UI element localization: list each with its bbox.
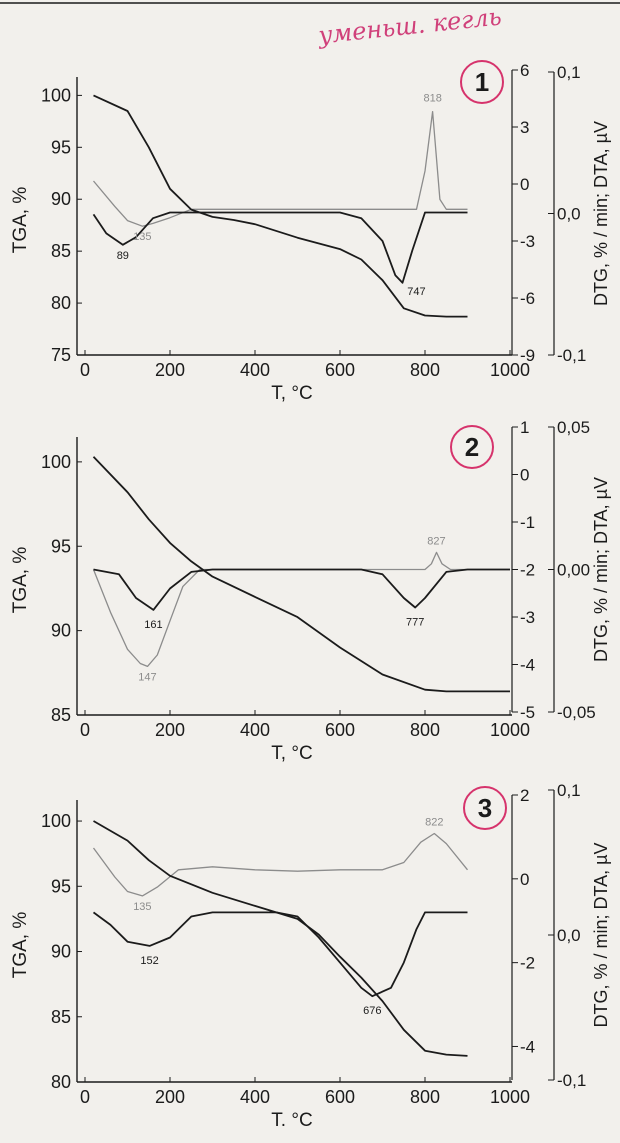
panel-1-peak-label: 818: [423, 93, 441, 105]
panel-2-dtg-tick-label: -1: [520, 513, 535, 532]
panel-3-dtg-tick-label: -4: [520, 1037, 535, 1056]
panel-2-dtg-tick-label: -5: [520, 703, 535, 722]
panel-2-dta-tick-label: 0,05: [557, 418, 590, 437]
panel-3-panel-number: 3: [478, 793, 492, 823]
panel-2-dta-tick-label: 0,00: [557, 561, 590, 580]
panel-2-x-tick-label: 600: [325, 720, 355, 740]
panel-2-tga-tick-label: 85: [51, 705, 71, 725]
panel-2-dta-tick-label: -0,05: [557, 703, 596, 722]
panel-2-peak-label: 777: [406, 617, 424, 629]
panel-3-x-tick-label: 0: [80, 1087, 90, 1107]
panel-3-x-tick-label: 600: [325, 1087, 355, 1107]
panel-2-peak-label: 147: [138, 671, 156, 683]
panel-3-x-tick-label: 1000: [490, 1087, 530, 1107]
panel-2-panel-number: 2: [465, 432, 479, 462]
panel-3-tga-tick-label: 100: [41, 811, 71, 831]
panel-1-dta-tick-label: 0,0: [557, 205, 581, 224]
panel-1-peak-label: 135: [133, 231, 151, 243]
panel-1-dtg-tick-label: -6: [520, 289, 535, 308]
panel-1-dtg-tick-label: -9: [520, 346, 535, 365]
panel-2-x-tick-label: 400: [240, 720, 270, 740]
panel-1-x-tick-label: 800: [410, 360, 440, 380]
panel-2-panel-number-circle: [450, 425, 494, 469]
panel-3-panel-number-circle: [463, 786, 507, 830]
panel-3-dtg-tick-label: 2: [520, 786, 529, 805]
panel-2-tga-series-line: [92, 456, 510, 693]
panel-3-right-axis-label: DTG, % / min; DTA, µV: [591, 842, 611, 1027]
panel-2-dtg-tick-label: 0: [520, 466, 529, 485]
panel-1-tga-tick-label: 85: [51, 241, 71, 261]
panel-2-dtg-tick-label: 1: [520, 418, 529, 437]
panel-2-right-axis-label: DTG, % / min; DTA, µV: [591, 477, 611, 662]
panel-3-tga-series-line: [93, 820, 468, 1057]
panel-3-x-tick-label: 400: [240, 1087, 270, 1107]
panel-1-tga-series-line: [93, 94, 468, 318]
panel-2-tga-tick-label: 95: [51, 536, 71, 556]
panel-3-peak-label: 676: [363, 1005, 381, 1017]
panel-3-tga-tick-label: 80: [51, 1072, 71, 1092]
panel-3-dta-series-line: [92, 832, 469, 897]
panel-1-tga-tick-label: 90: [51, 189, 71, 209]
panel-1-tga-tick-label: 75: [51, 345, 71, 365]
panel-1-dtg-tick-label: 3: [520, 118, 529, 137]
panel-1-dta-tick-label: -0,1: [557, 346, 586, 365]
panel-1-right-axis-label: DTG, % / min; DTA, µV: [591, 121, 611, 306]
panel-2-x-tick-label: 800: [410, 720, 440, 740]
panel-1-peak-label: 89: [117, 250, 129, 262]
panel-1-dta-tick-label: 0,1: [557, 63, 581, 82]
panel-2-dtg-series-line: [93, 568, 510, 611]
panel-2-tga-tick-label: 90: [51, 621, 71, 641]
panel-2-x-axis-label: T, °C: [271, 743, 312, 764]
panel-2-dtg-tick-label: -3: [520, 608, 535, 627]
panel-1-x-tick-label: 400: [240, 360, 270, 380]
panel-1-tga-tick-label: 100: [41, 85, 71, 105]
panel-1-dtg-tick-label: -3: [520, 232, 535, 251]
panel-1-tga-tick-label: 80: [51, 293, 71, 313]
panel-3-tga-tick-label: 95: [51, 876, 71, 896]
panel-3-peak-label: 135: [133, 901, 151, 913]
panel-2-peak-label: 827: [427, 535, 445, 547]
panel-3-dta-tick-label: 0,1: [557, 781, 581, 800]
panel-1-panel-number: 1: [475, 67, 489, 97]
panel-3-tga-tick-label: 90: [51, 942, 71, 962]
panel-1-peak-label: 747: [407, 286, 425, 298]
panel-1-x-axis-label: T, °C: [271, 383, 312, 404]
panel-1-x-tick-label: 200: [155, 360, 185, 380]
panel-3-dta-tick-label: -0,1: [557, 1071, 586, 1090]
panel-2-dtg-tick-label: -2: [520, 561, 535, 580]
panel-3-x-tick-label: 200: [155, 1087, 185, 1107]
panel-1-x-tick-label: 600: [325, 360, 355, 380]
panel-3-peak-label: 822: [425, 817, 443, 829]
panel-2-tga-tick-label: 100: [41, 452, 71, 472]
panel-3-x-tick-label: 800: [410, 1087, 440, 1107]
panel-3-dtg-tick-label: -2: [520, 954, 535, 973]
panel-1-tga-tick-label: 95: [51, 137, 71, 157]
panel-1-tga-axis-label: TGA, %: [10, 187, 31, 254]
panel-3-tga-axis-label: TGA, %: [10, 912, 31, 979]
panel-1-dtg-tick-label: 0: [520, 175, 529, 194]
panel-2-x-tick-label: 200: [155, 720, 185, 740]
panel-2-x-tick-label: 1000: [490, 720, 530, 740]
panel-2-x-tick-label: 0: [80, 720, 90, 740]
panel-3-x-axis-label: T. °C: [271, 1110, 312, 1131]
panel-2-peak-label: 161: [144, 619, 162, 631]
panel-2-dtg-tick-label: -4: [520, 656, 535, 675]
panel-1-x-tick-label: 1000: [490, 360, 530, 380]
panel-1-x-tick-label: 0: [80, 360, 90, 380]
panel-1-panel-number-circle: [460, 60, 504, 104]
panel-1-dtg-series-line: [92, 211, 468, 284]
panel-1-dtg-tick-label: 6: [520, 61, 529, 80]
panel-3-dta-tick-label: 0,0: [557, 926, 581, 945]
panel-3-peak-label: 152: [140, 955, 158, 967]
panel-1-dta-series-line: [93, 110, 468, 227]
panel-3-dtg-tick-label: 0: [520, 870, 529, 889]
panel-3-tga-tick-label: 85: [51, 1007, 71, 1027]
panel-2-tga-axis-label: TGA, %: [10, 547, 31, 614]
